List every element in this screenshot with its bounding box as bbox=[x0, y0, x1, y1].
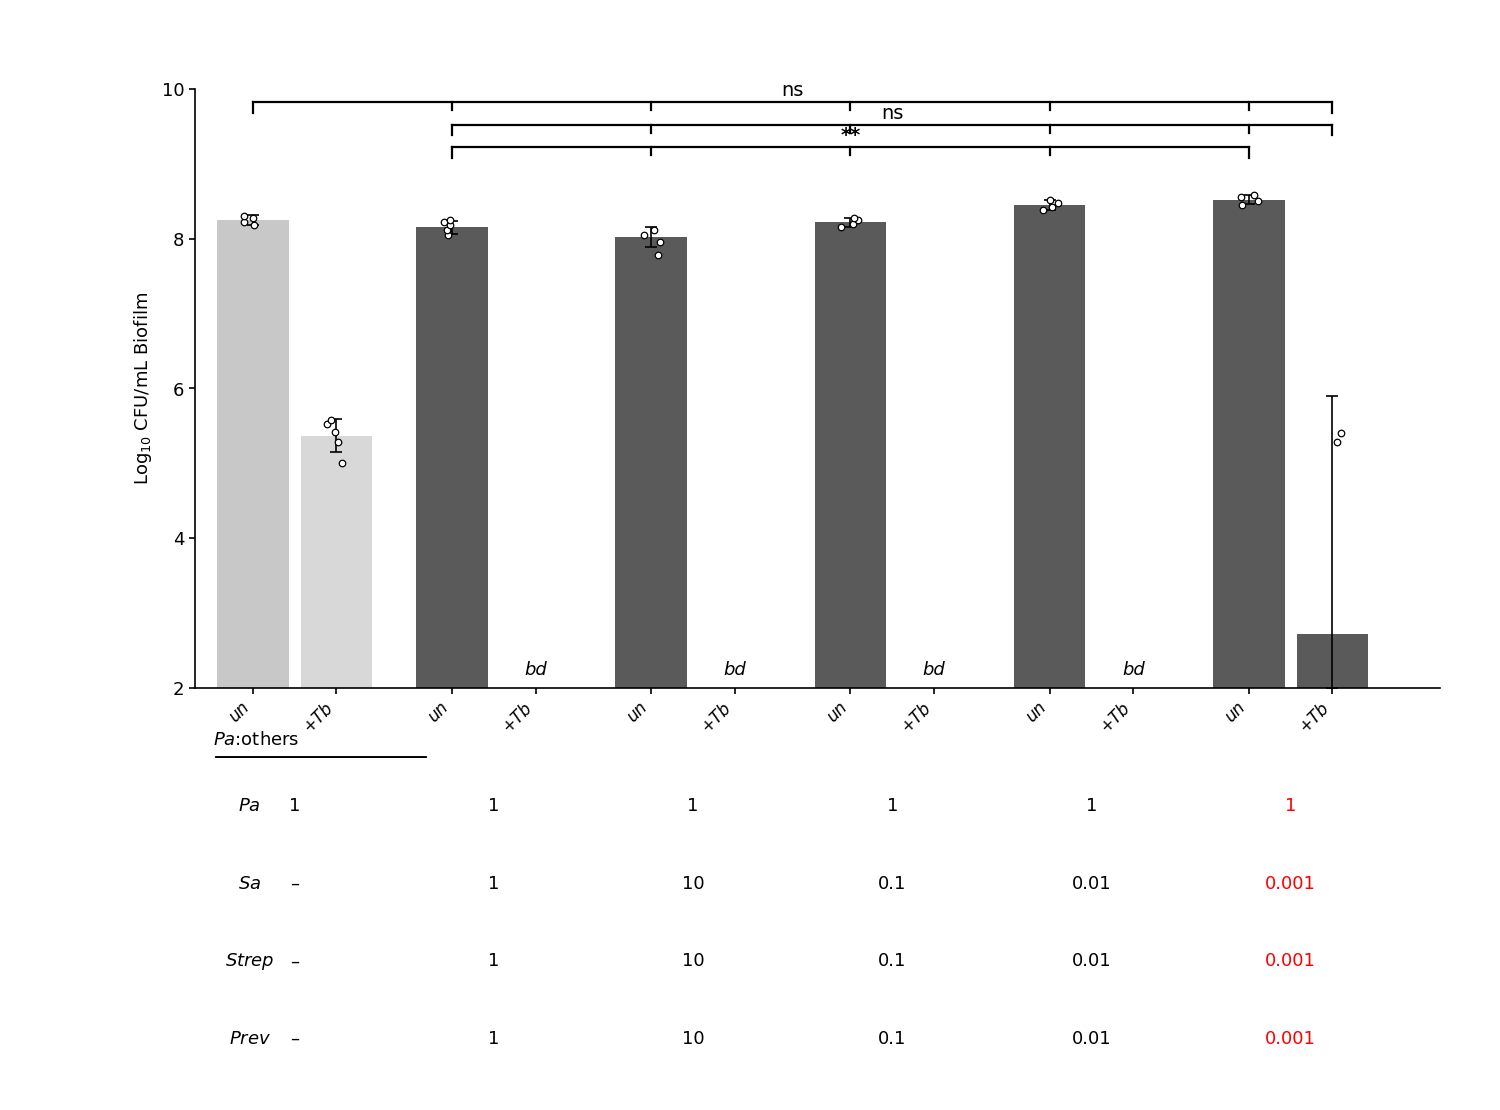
Point bbox=[330, 455, 354, 473]
Point bbox=[633, 226, 657, 244]
Text: –: – bbox=[290, 875, 298, 892]
Text: 0.01: 0.01 bbox=[1071, 952, 1112, 970]
Point bbox=[846, 211, 870, 229]
Point bbox=[1030, 201, 1054, 219]
Bar bbox=[1014, 205, 1086, 688]
Text: 0.001: 0.001 bbox=[1264, 952, 1316, 970]
Point bbox=[830, 219, 854, 236]
Text: 1: 1 bbox=[488, 797, 500, 815]
Point bbox=[320, 411, 344, 428]
Point bbox=[242, 210, 266, 228]
Point bbox=[438, 211, 462, 229]
Point bbox=[648, 233, 672, 251]
Point bbox=[1324, 434, 1348, 452]
Text: ns: ns bbox=[782, 81, 804, 100]
Point bbox=[432, 213, 456, 231]
Bar bbox=[1214, 200, 1284, 688]
Point bbox=[1047, 194, 1071, 212]
Bar bbox=[300, 436, 372, 688]
Point bbox=[435, 221, 459, 239]
Bar bbox=[1296, 634, 1368, 688]
Text: 0.01: 0.01 bbox=[1071, 1030, 1112, 1048]
Point bbox=[232, 208, 256, 225]
Text: 1: 1 bbox=[1286, 797, 1296, 815]
Point bbox=[1329, 424, 1353, 442]
Text: $\mathit{Prev}$: $\mathit{Prev}$ bbox=[228, 1030, 272, 1048]
Text: **: ** bbox=[840, 127, 861, 145]
Y-axis label: Log$_{10}$ CFU/mL Biofilm: Log$_{10}$ CFU/mL Biofilm bbox=[132, 292, 153, 485]
Point bbox=[842, 214, 866, 232]
Point bbox=[315, 415, 339, 433]
Text: 1: 1 bbox=[290, 797, 300, 815]
Text: 0.01: 0.01 bbox=[1071, 875, 1112, 892]
Bar bbox=[615, 238, 687, 688]
Text: 0.1: 0.1 bbox=[878, 875, 906, 892]
Text: 0.001: 0.001 bbox=[1264, 875, 1316, 892]
Bar bbox=[217, 220, 288, 688]
Point bbox=[1228, 189, 1252, 206]
Text: bd: bd bbox=[922, 662, 945, 679]
Bar bbox=[815, 222, 886, 688]
Text: bd: bd bbox=[1122, 662, 1144, 679]
Text: –: – bbox=[290, 1030, 298, 1048]
Point bbox=[242, 216, 266, 234]
Text: 0.1: 0.1 bbox=[878, 952, 906, 970]
Text: 10: 10 bbox=[681, 875, 705, 892]
Point bbox=[322, 423, 346, 441]
Point bbox=[438, 216, 462, 234]
Point bbox=[326, 434, 350, 452]
Text: 1: 1 bbox=[687, 797, 699, 815]
Text: –: – bbox=[290, 952, 298, 970]
Point bbox=[1230, 196, 1254, 214]
Point bbox=[645, 246, 669, 264]
Text: bd: bd bbox=[525, 662, 548, 679]
Text: $\mathit{Pa}$: $\mathit{Pa}$ bbox=[238, 797, 261, 815]
Text: 1: 1 bbox=[1086, 797, 1096, 815]
Point bbox=[842, 210, 866, 228]
Text: 10: 10 bbox=[681, 952, 705, 970]
Text: $\mathit{Sa}$: $\mathit{Sa}$ bbox=[238, 875, 261, 892]
Point bbox=[232, 213, 256, 231]
Point bbox=[1038, 191, 1062, 209]
Point bbox=[1242, 186, 1266, 204]
Point bbox=[642, 221, 666, 239]
Text: 1: 1 bbox=[488, 952, 500, 970]
Point bbox=[1040, 199, 1064, 216]
Point bbox=[1245, 192, 1269, 210]
Text: 1: 1 bbox=[488, 1030, 500, 1048]
Text: $\mathit{Pa}$:others: $\mathit{Pa}$:others bbox=[213, 731, 300, 749]
Text: $\mathit{Strep}$: $\mathit{Strep}$ bbox=[225, 951, 274, 972]
Text: 0.001: 0.001 bbox=[1264, 1030, 1316, 1048]
Text: bd: bd bbox=[723, 662, 746, 679]
Text: 10: 10 bbox=[681, 1030, 705, 1048]
Text: ns: ns bbox=[880, 103, 903, 122]
Point bbox=[436, 226, 460, 244]
Text: 1: 1 bbox=[886, 797, 898, 815]
Bar bbox=[416, 228, 488, 688]
Text: 0.1: 0.1 bbox=[878, 1030, 906, 1048]
Text: 1: 1 bbox=[488, 875, 500, 892]
